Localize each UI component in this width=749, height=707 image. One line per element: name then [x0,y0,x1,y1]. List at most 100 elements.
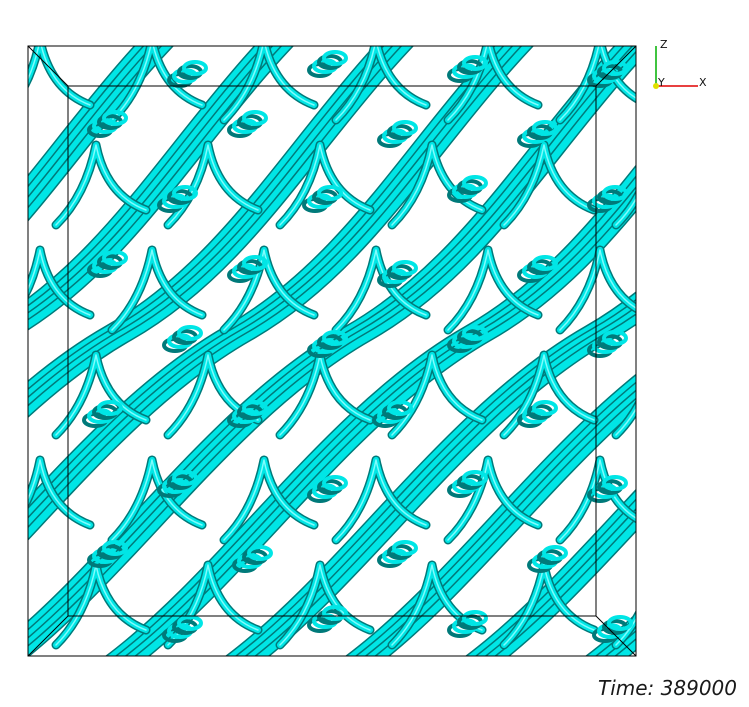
coil-ring [322,475,348,491]
tube-strand [496,519,636,656]
tube-strand [28,46,172,220]
bbox-edge [27,45,69,87]
coil-ring [242,110,268,126]
fin-highlight [615,197,636,226]
fin-highlight [28,46,91,106]
fin-highlight [223,46,315,121]
coil-ring [392,120,418,136]
coil-ring [102,250,128,266]
z-axis-label: Z [660,38,668,51]
fin-highlight [615,407,636,436]
coil-ring [392,540,418,556]
coil-ring [602,330,628,346]
coil-ring [462,325,488,341]
coil-ring [242,255,268,271]
tube-strand [28,46,412,416]
coil-ring [177,615,203,631]
bbox-edge [595,45,637,87]
fin-highlight [223,459,315,541]
tube-strand [616,640,636,656]
coil-ring [607,615,633,631]
fin-highlight [447,459,539,541]
tube-strand [28,52,636,656]
tube-strand [237,300,636,656]
bounding-box [27,45,637,657]
coil-ring [542,545,568,561]
coil-ring [602,185,628,201]
coil-ring [532,255,558,271]
orientation-axes: Z X Y [653,38,707,89]
y-axis-dot [653,83,659,89]
tube-strand [347,375,636,656]
coil-ring [462,55,488,71]
fin-highlight [111,459,203,541]
fin-highlight [335,46,427,121]
tube-strand [28,46,524,529]
tube-strand [246,308,636,656]
tube-strand [366,391,636,656]
fin-highlight [335,459,427,541]
x-axis-label: X [699,76,707,89]
bbox-edge [595,615,637,657]
coil-ring [97,400,123,416]
tube-shadow [104,164,636,656]
tube-shadow [28,46,286,324]
tube-strand [28,46,275,316]
tube-shadow [28,46,277,317]
coil-ring [532,120,558,136]
tube-strand [28,46,146,188]
isosurface-structures [28,46,636,656]
coil-ring [532,400,558,416]
coil-ring [602,60,628,76]
y-axis-label: Y [657,76,665,89]
fin-strand [613,612,636,648]
coil-ring [177,325,203,341]
coil-ring [602,475,628,491]
tube-strand [357,383,636,656]
coil-ring [322,605,348,621]
fin-highlight [447,46,539,121]
coil-ring [317,185,343,201]
time-readout: Time: 389000 [597,676,737,700]
tube-strand [227,293,636,656]
coil-ring [462,470,488,486]
coil-ring [242,400,268,416]
fin-highlight [111,249,203,331]
coil-ring [392,260,418,276]
fin-highlight [335,249,427,331]
fin-highlight [28,249,91,316]
fin-strand [28,46,93,108]
coil-ring [247,545,273,561]
coil-ring [172,470,198,486]
tube-strand [28,46,164,210]
fin-highlight [28,459,91,526]
fin-highlight [55,354,147,436]
fin-highlight [167,354,259,436]
fin-highlight [391,354,483,436]
fin-highlight [111,46,203,121]
fin-highlight [55,144,147,226]
tube-shadow [28,46,268,310]
coil-ring [322,50,348,66]
coil-ring [102,540,128,556]
fin-highlight [279,144,371,226]
tube-strand [28,46,155,199]
bbox-outer-face [27,45,637,657]
fin-highlight [447,249,539,331]
tube-strand [477,500,636,656]
fin-highlight [559,459,636,541]
fin-highlight [279,564,371,646]
bbox-inner-face [67,85,597,617]
tube-shadow [614,638,636,656]
coil-ring [322,330,348,346]
coil-ring [462,175,488,191]
coil-ring [387,400,413,416]
tube-strand [107,166,636,656]
fin-highlight [503,144,595,226]
coil-ring [462,610,488,626]
fin-highlight [223,249,315,331]
tube-strand [467,490,636,656]
coil-ring [182,60,208,76]
